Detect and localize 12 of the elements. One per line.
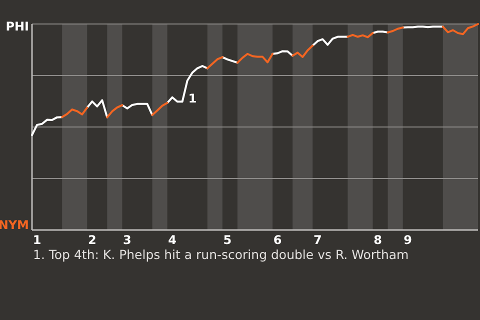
x-tick-label: 6	[273, 233, 282, 247]
x-tick-label: 9	[404, 233, 412, 247]
x-tick-label: 3	[123, 233, 132, 247]
x-tick-label: 8	[374, 233, 382, 247]
text: PHI	[6, 20, 29, 34]
annotation: 1	[188, 92, 197, 106]
text: 1. Top 4th: K. Phelps hit a run-scoring double vs R. Wortham	[33, 247, 409, 262]
x-tick-label: 4	[168, 233, 176, 247]
x-tick-label: 5	[223, 233, 232, 247]
x-tick-label: 2	[88, 233, 96, 247]
x-tick-label: 1	[32, 233, 42, 247]
x-tick-label: 7	[313, 233, 322, 247]
